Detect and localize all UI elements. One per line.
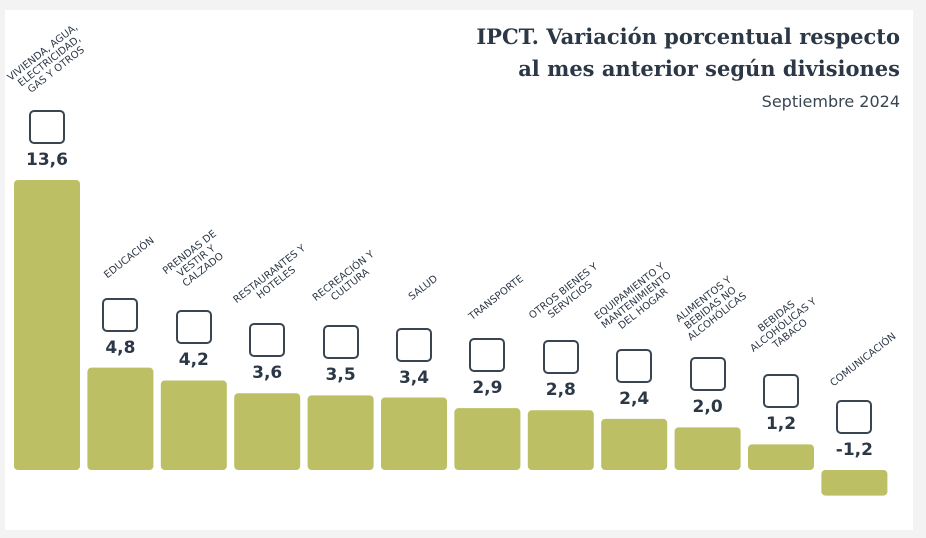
value-label: 2,8: [545, 380, 576, 401]
bar: [307, 395, 374, 470]
bar: [160, 380, 227, 470]
bar: [821, 470, 888, 496]
category-icon: [689, 357, 726, 392]
category-icon: [175, 310, 212, 345]
value-label: 2,0: [692, 397, 723, 418]
value-label: 3,5: [325, 365, 356, 386]
bar: [527, 410, 594, 470]
category-icon: [542, 340, 579, 375]
bar: [454, 408, 521, 470]
value-label: 4,8: [105, 337, 136, 358]
title-line: IPCT. Variación porcentual respecto: [476, 24, 900, 49]
value-label: 1,2: [765, 414, 797, 435]
bar: [381, 397, 447, 470]
category-icon: [322, 325, 359, 360]
bar: [674, 427, 741, 470]
bar: [14, 180, 80, 470]
bar: [748, 444, 814, 470]
bar: [234, 393, 301, 470]
category-icon: [469, 338, 506, 373]
category-icon: [249, 323, 286, 358]
category-icon: [29, 110, 65, 144]
value-label: 3,6: [252, 363, 283, 384]
value-label: 2,4: [619, 388, 650, 409]
value-label: 4,2: [178, 350, 209, 371]
category-icon: [396, 327, 432, 362]
category-icon: [763, 374, 799, 409]
value-label: 13,6: [26, 150, 68, 170]
subtitle: Septiembre 2024: [761, 92, 900, 111]
category-icon: [616, 348, 653, 383]
value-label: 3,4: [398, 367, 430, 388]
value-label: 2,9: [472, 378, 503, 399]
category-icon: [102, 297, 139, 332]
category-icon: [836, 400, 873, 434]
value-label: -1,2: [835, 440, 873, 460]
bar: [601, 418, 668, 470]
title-line: al mes anterior según divisiones: [518, 56, 900, 81]
bar: [87, 367, 154, 470]
